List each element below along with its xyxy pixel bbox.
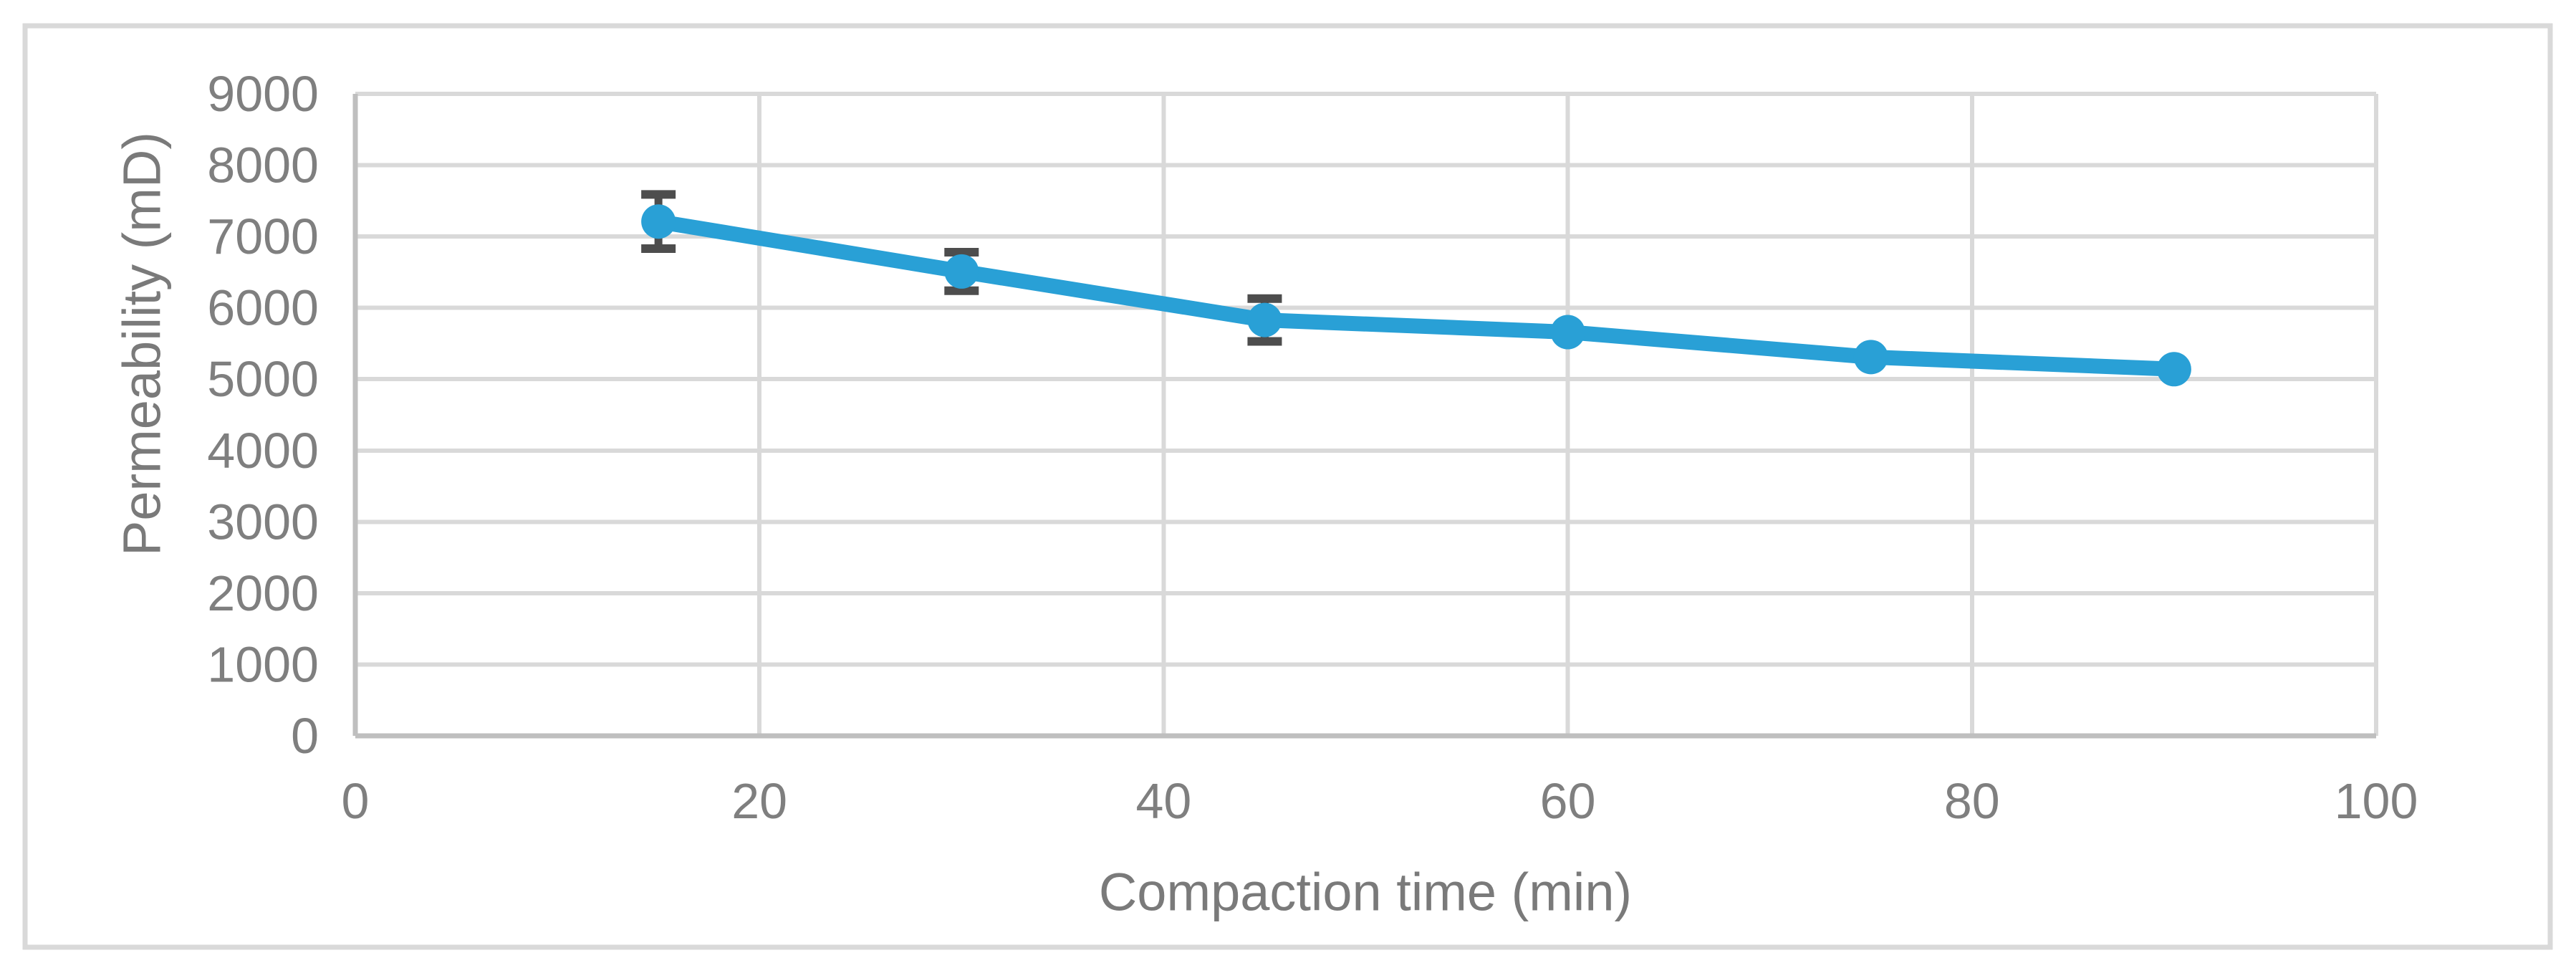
series-line xyxy=(650,214,2182,377)
y-tick-label: 9000 xyxy=(207,66,319,122)
y-tick-label: 5000 xyxy=(207,351,319,407)
x-tick-label: 40 xyxy=(1135,773,1191,829)
data-point-marker xyxy=(944,254,979,289)
data-point-marker xyxy=(1853,340,1888,375)
y-tick-label: 4000 xyxy=(207,423,319,479)
y-tick-label: 6000 xyxy=(207,280,319,336)
data-point-marker xyxy=(2156,352,2191,387)
y-tick-label: 7000 xyxy=(207,208,319,264)
y-tick-label: 2000 xyxy=(207,565,319,621)
x-tick-label: 80 xyxy=(1944,773,2000,829)
y-tick-label: 0 xyxy=(291,708,319,764)
y-tick-label: 3000 xyxy=(207,494,319,550)
x-axis-title: Compaction time (min) xyxy=(1098,862,1633,922)
data-point-marker xyxy=(641,204,676,239)
x-tick-label: 0 xyxy=(342,773,370,829)
data-point-marker xyxy=(1550,315,1585,350)
chart-area-border xyxy=(22,23,2553,950)
y-tick-label: 1000 xyxy=(207,636,319,692)
x-tick-label: 100 xyxy=(2335,773,2418,829)
x-tick-label: 20 xyxy=(731,773,787,829)
x-tick-label: 60 xyxy=(1540,773,1596,829)
y-axis-title: Permeability (mD) xyxy=(112,131,172,557)
y-tick-label: 8000 xyxy=(207,138,319,193)
data-point-marker xyxy=(1247,302,1282,337)
